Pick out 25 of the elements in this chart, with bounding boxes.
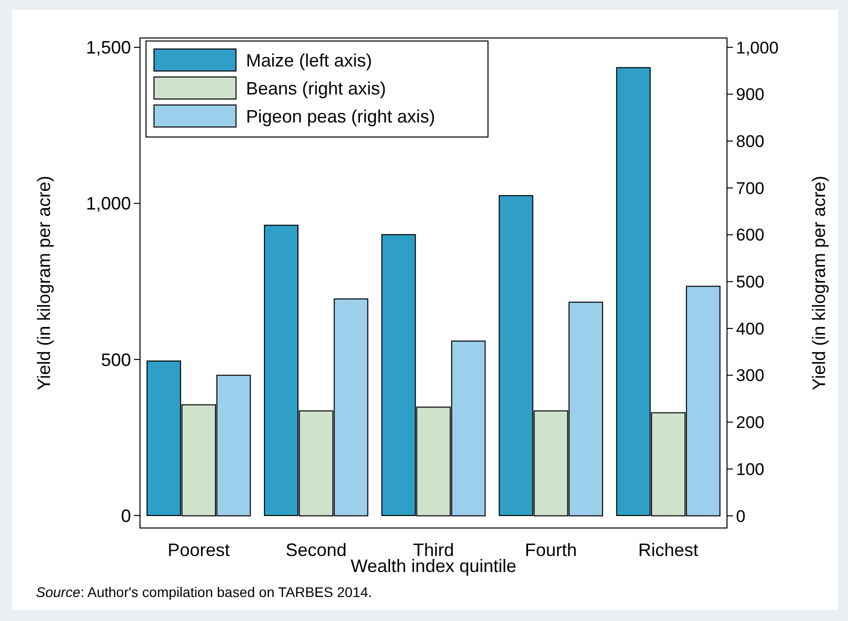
x-tick-label: Poorest xyxy=(168,540,230,560)
y-tick-label: 1,000 xyxy=(86,194,131,214)
y2-axis-title: Yield (in kilogram per acre) xyxy=(809,176,829,390)
y2-tick-label: 1,000 xyxy=(736,38,779,58)
y2-tick-label: 300 xyxy=(736,366,764,386)
y2-tick-label: 800 xyxy=(736,132,764,152)
x-tick-label: Richest xyxy=(638,540,698,560)
legend-label: Pigeon peas (right axis) xyxy=(246,106,436,126)
y2-tick-label: 600 xyxy=(736,226,764,245)
legend-label: Beans (right axis) xyxy=(246,78,386,98)
source-note: Source: Author's compilation based on TARBES 2014. xyxy=(36,584,372,600)
y-axis-title: Yield (in kilogram per acre) xyxy=(34,176,54,390)
y2-tick-label: 700 xyxy=(736,178,764,198)
legend-label: Maize (left axis) xyxy=(246,50,372,70)
y2-tick-label: 200 xyxy=(736,413,764,432)
y-tick-label: 500 xyxy=(100,350,131,370)
y2-tick-label: 900 xyxy=(736,85,764,104)
y2-tick-label: 100 xyxy=(736,460,764,479)
y-tick-label: 0 xyxy=(120,506,131,526)
y-tick-label: 1,500 xyxy=(86,38,131,58)
y2-tick-label: 500 xyxy=(736,272,764,292)
y2-tick-label: 400 xyxy=(736,319,764,338)
y2-tick-label: 0 xyxy=(736,506,746,526)
x-tick-label: Fourth xyxy=(524,540,577,560)
x-tick-label: Second xyxy=(286,540,347,560)
